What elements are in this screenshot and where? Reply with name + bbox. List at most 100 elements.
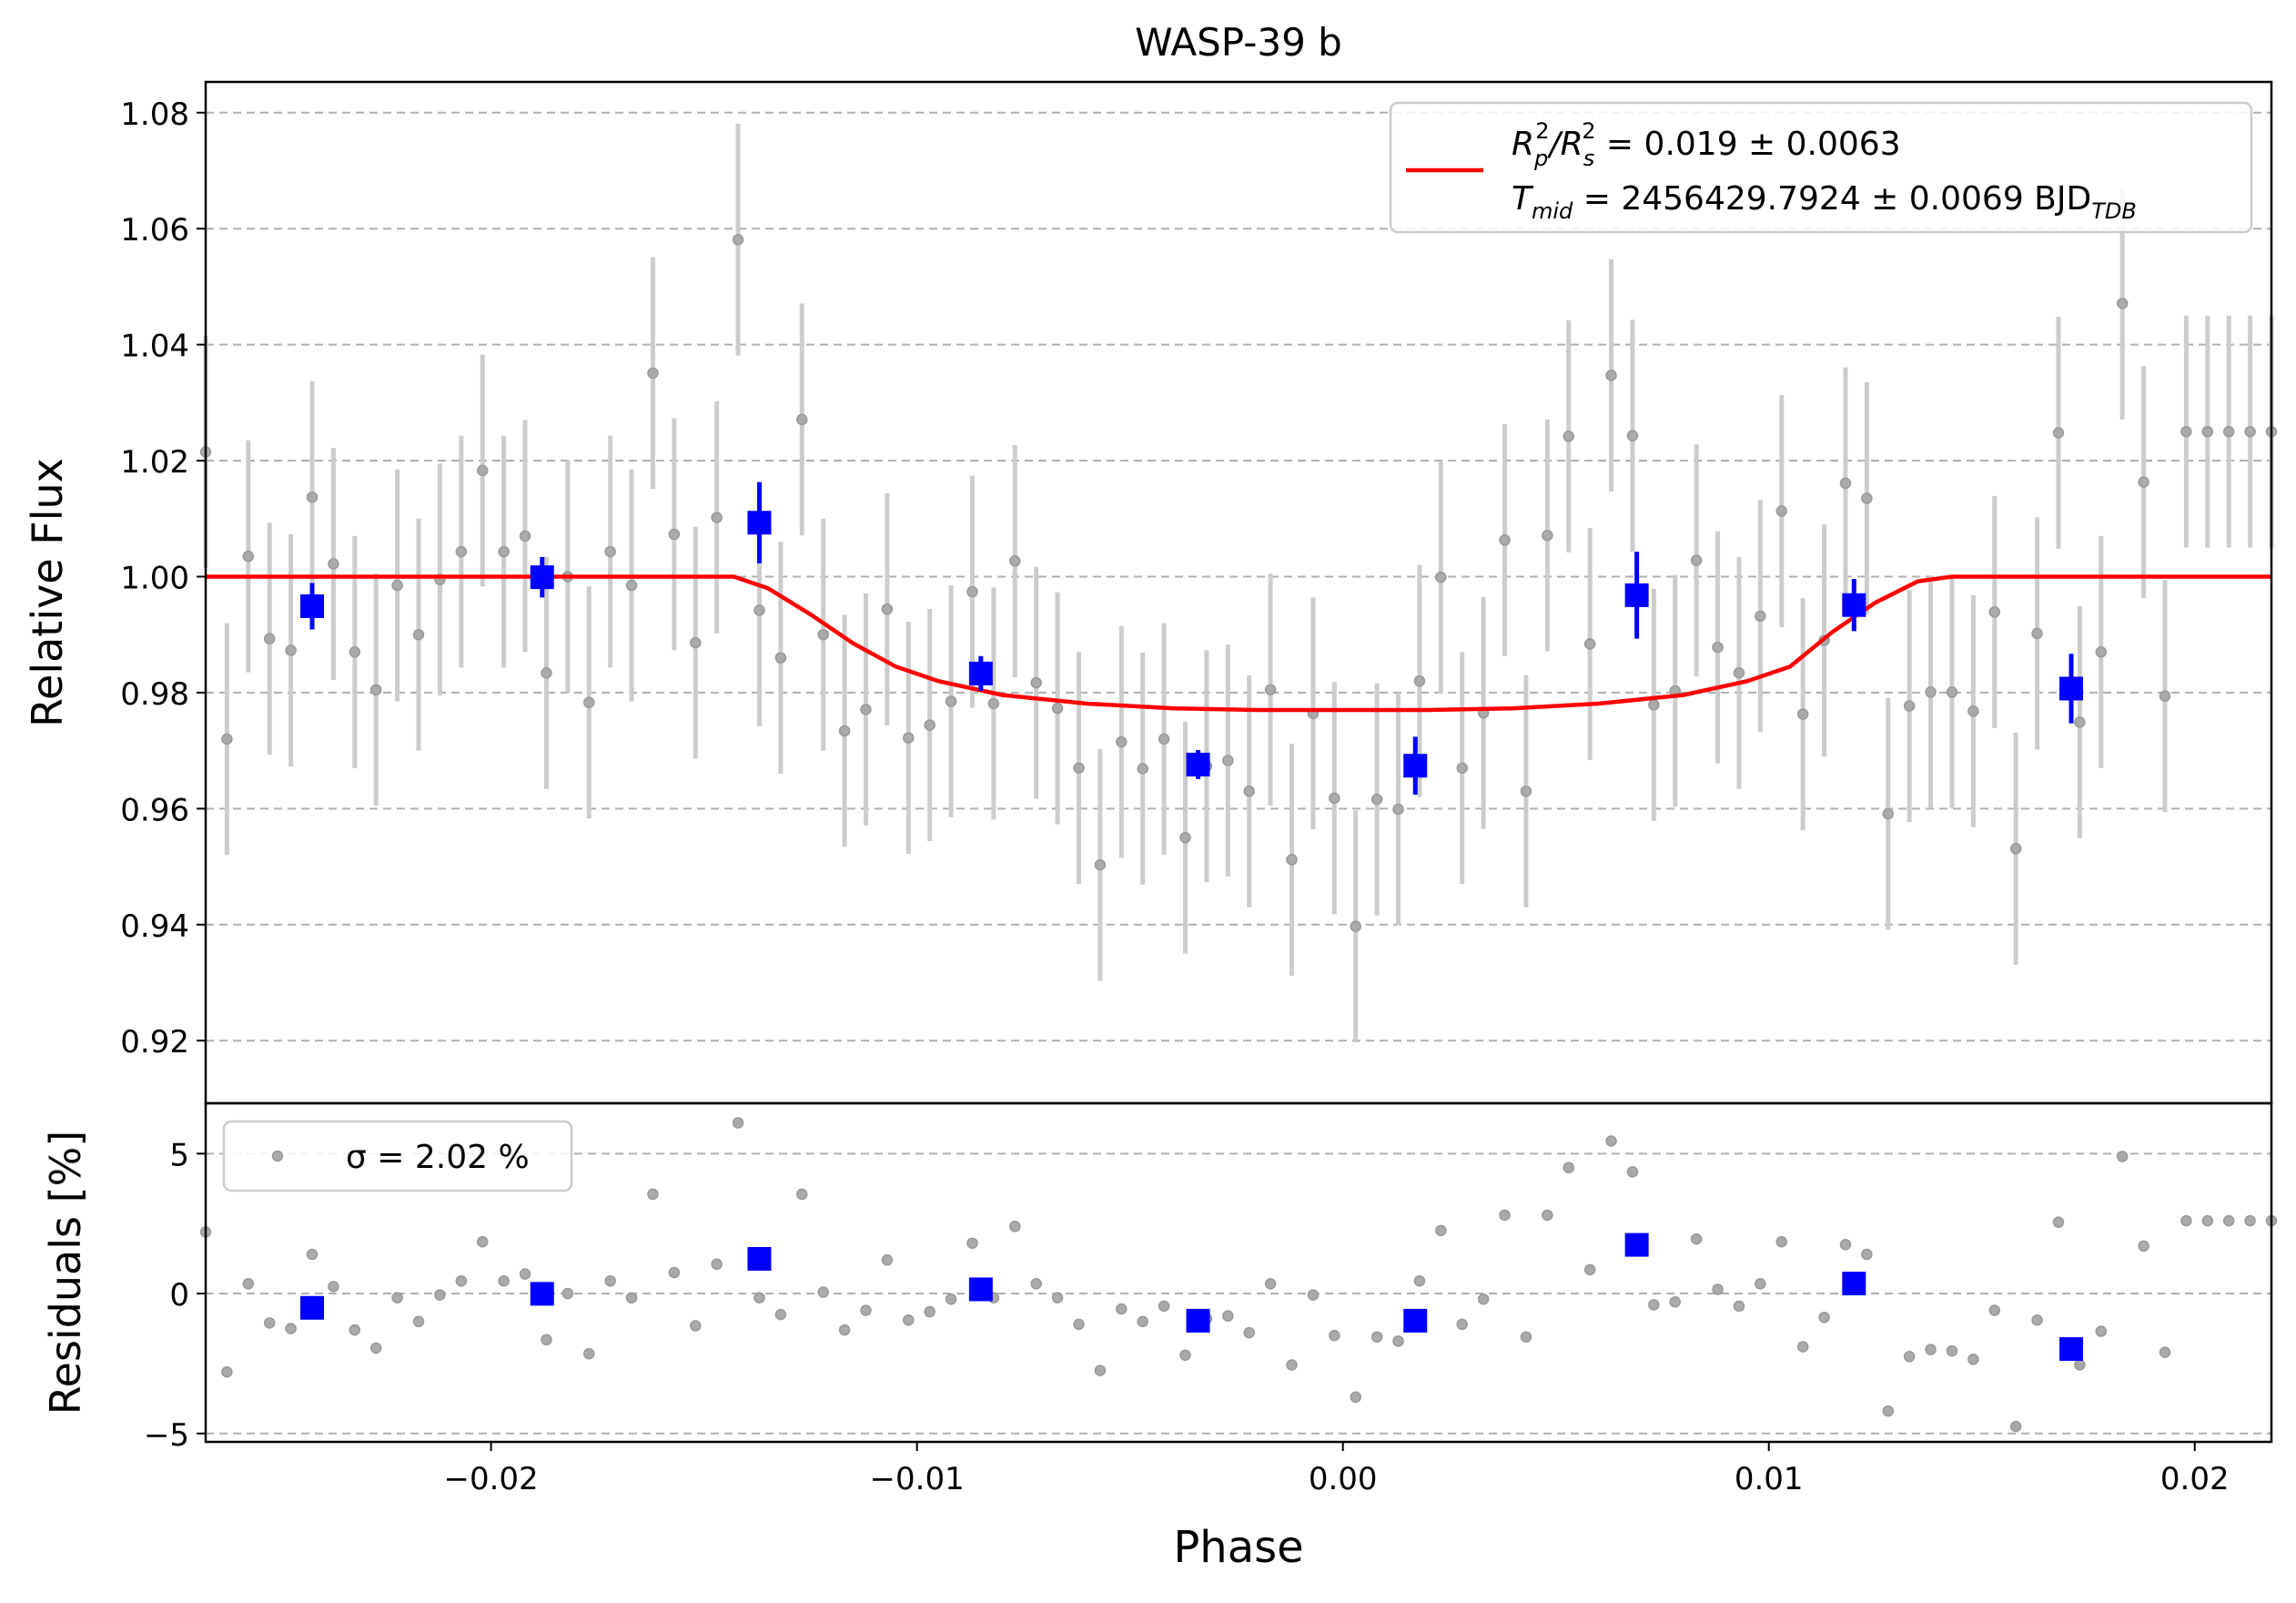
chart-title: WASP-39 b — [1135, 20, 1342, 65]
raw-point — [774, 652, 787, 664]
residual-raw-point — [263, 1317, 276, 1329]
main-y-tick-label: 1.00 — [120, 560, 189, 596]
raw-point — [1179, 831, 1191, 844]
residual-raw-point — [924, 1305, 936, 1318]
residuals-y-tick-label: −5 — [144, 1417, 189, 1454]
residual-raw-point — [668, 1266, 681, 1279]
raw-point — [881, 603, 894, 615]
residuals-y-ticks: −5 0 5 — [144, 1137, 206, 1454]
raw-point — [987, 697, 1000, 710]
residual-raw-point — [328, 1281, 339, 1293]
residual-binned-points — [300, 1233, 2084, 1361]
raw-point — [369, 684, 382, 695]
legend-depth-sub-s: s — [1583, 146, 1595, 171]
raw-point — [1350, 920, 1361, 932]
binned-point — [300, 594, 325, 618]
raw-point — [1988, 606, 2001, 618]
residuals-legend: σ = 2.02 % — [222, 1120, 573, 1192]
raw-point — [1755, 610, 1766, 623]
residual-raw-point — [1967, 1354, 1979, 1365]
raw-point — [711, 512, 723, 523]
residual-raw-point — [817, 1286, 829, 1298]
residual-raw-point — [1009, 1221, 1021, 1233]
raw-point — [1030, 676, 1042, 689]
residual-raw-point — [1243, 1326, 1255, 1339]
residual-raw-point — [1413, 1274, 1426, 1287]
raw-point — [1605, 370, 1617, 381]
raw-point — [2244, 425, 2256, 438]
residual-raw-point — [1435, 1224, 1447, 1237]
raw-point — [1073, 762, 1085, 774]
residual-raw-point — [1775, 1235, 1788, 1248]
raw-point — [498, 545, 510, 558]
residual-raw-point — [285, 1323, 297, 1334]
legend-depth-sup-2a: 2 — [1535, 118, 1549, 144]
residual-raw-point — [369, 1342, 382, 1354]
residual-raw-point — [1583, 1263, 1596, 1276]
raw-point — [1243, 785, 1255, 797]
residual-raw-point — [1755, 1278, 1766, 1290]
residual-binned-point — [1842, 1271, 1866, 1295]
raw-point — [1903, 700, 1916, 712]
residual-raw-point — [1605, 1135, 1617, 1147]
residual-raw-point — [582, 1347, 595, 1360]
raw-point — [349, 646, 361, 658]
residual-raw-point — [1286, 1359, 1298, 1371]
raw-point — [1222, 755, 1234, 766]
raw-point — [476, 464, 489, 477]
raw-point — [817, 628, 829, 641]
main-y-tick-label: 1.06 — [120, 212, 189, 249]
residual-raw-point — [2074, 1359, 2086, 1371]
x-tick-label: −0.02 — [443, 1461, 538, 1497]
binned-point — [2059, 676, 2084, 701]
legend-tmid-sub: mid — [1532, 198, 1573, 224]
residual-raw-point — [966, 1237, 978, 1249]
residual-raw-point — [1988, 1304, 2001, 1316]
raw-point — [732, 234, 744, 246]
raw-point — [2222, 425, 2235, 438]
raw-point — [1563, 431, 1574, 442]
residual-raw-point — [498, 1274, 510, 1287]
raw-point — [1882, 807, 1895, 820]
residual-raw-point — [476, 1235, 489, 1248]
main-panel: 0.92 0.94 0.96 0.98 1.00 1.02 1.04 1.06 1.08 Rel… — [23, 80, 2278, 1105]
residual-raw-point — [1733, 1300, 1745, 1313]
x-axis-label: Phase — [1173, 1522, 1303, 1573]
legend-tmid-value: = 2456429.7924 ± 0.0069 BJD — [1573, 180, 2091, 218]
residual-raw-point — [1712, 1283, 1724, 1295]
raw-point — [285, 644, 297, 656]
residual-raw-point — [349, 1324, 361, 1336]
residual-raw-point — [412, 1315, 425, 1328]
raw-point — [1329, 792, 1340, 805]
residual-binned-point — [2059, 1336, 2084, 1361]
residuals-legend-box — [222, 1120, 573, 1192]
legend-depth-R: R — [1512, 126, 1534, 163]
raw-point — [1733, 666, 1745, 679]
residual-binned-point — [1403, 1308, 1428, 1333]
raw-point — [1648, 699, 1660, 711]
raw-point — [1583, 638, 1596, 650]
raw-point — [754, 604, 765, 616]
residual-raw-point — [242, 1278, 255, 1290]
main-y-tick-label: 1.04 — [120, 329, 189, 365]
main-y-tick-label: 1.02 — [120, 444, 189, 481]
binned-point — [968, 661, 993, 685]
residual-raw-point — [1222, 1310, 1234, 1322]
residual-raw-point — [945, 1293, 957, 1305]
main-y-tick-label: 0.92 — [120, 1024, 189, 1060]
residual-raw-point — [1648, 1299, 1660, 1311]
residual-raw-point — [2244, 1214, 2256, 1227]
residuals-y-tick-label: 0 — [169, 1277, 189, 1314]
binned-point — [530, 565, 554, 590]
raw-point — [1925, 686, 1937, 698]
raw-point — [838, 725, 851, 737]
raw-point — [1264, 684, 1277, 695]
residual-binned-point — [1186, 1308, 1210, 1333]
residual-binned-point — [747, 1246, 772, 1271]
residual-raw-point — [1051, 1292, 1064, 1304]
residual-raw-point — [2159, 1346, 2171, 1358]
legend-depth-slash-R: /R — [1547, 126, 1583, 163]
raw-point — [455, 545, 468, 558]
residual-raw-point — [1796, 1341, 1809, 1353]
